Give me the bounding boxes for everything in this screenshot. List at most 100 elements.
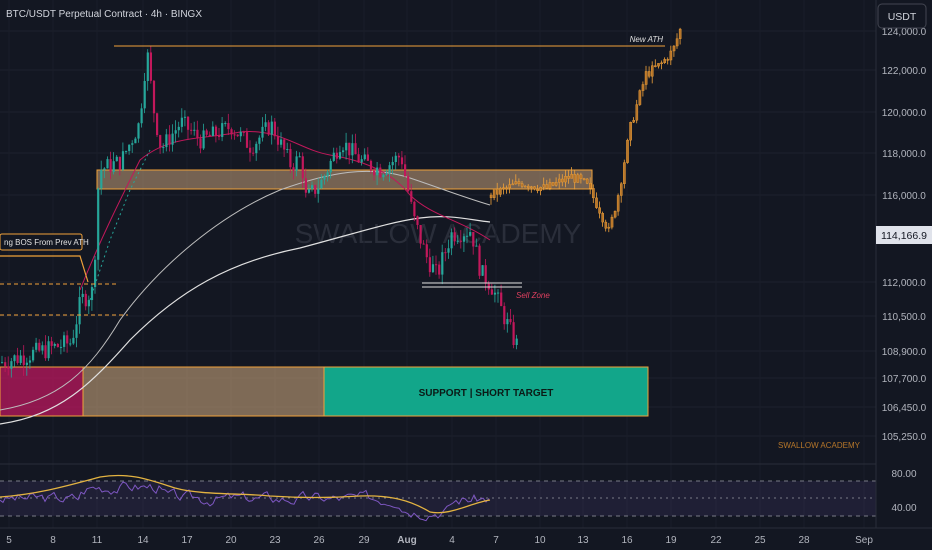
candle-body [444, 252, 447, 254]
candle-body [307, 189, 311, 193]
candle-body [239, 131, 242, 137]
candle-body [103, 168, 106, 170]
current-price-badge [876, 226, 932, 244]
candle-body [258, 137, 261, 144]
chart-pane[interactable] [0, 0, 876, 528]
candle-body [404, 164, 407, 177]
time-tick-label: 7 [493, 535, 499, 546]
projection-body [492, 188, 496, 198]
candle-body [369, 160, 373, 171]
projection-body [635, 104, 639, 121]
rsi-pane[interactable] [0, 474, 876, 522]
current-price-label: 114,166.9 [881, 230, 927, 242]
time-tick-label: 16 [621, 535, 633, 546]
price-tick-label: 108,900.0 [882, 347, 927, 358]
candle-body [363, 154, 366, 160]
candle-body [125, 151, 128, 153]
candle-body [338, 152, 342, 159]
candle-body [177, 126, 180, 131]
time-tick-label: Aug [397, 535, 416, 546]
projection-body [561, 178, 564, 183]
time-tick-label: 10 [534, 535, 546, 546]
candle-body [230, 129, 233, 135]
candle-body [171, 133, 174, 145]
candle-body [165, 134, 168, 148]
ma-green-dotted [89, 149, 151, 301]
time-axis[interactable]: 5 8 11 14 17 20 23 26 29 Aug 4 7 10 13 16 19 22 25 28 Sep [6, 535, 873, 546]
candle-body [320, 179, 323, 189]
projection-body [616, 195, 620, 212]
time-tick-label: 20 [225, 535, 237, 546]
projection-body [576, 174, 580, 183]
candle-body [466, 235, 469, 237]
projection-body [669, 50, 673, 61]
time-tick-label: 4 [449, 535, 455, 546]
candle-body [428, 257, 431, 273]
candle-body [242, 131, 245, 133]
sell-zone-label: Sell Zone [516, 291, 550, 300]
rsi-axis[interactable]: 80.00 40.00 [891, 469, 916, 514]
projection-body [520, 183, 524, 187]
time-tick-label: 25 [754, 535, 766, 546]
candle-body [422, 243, 425, 245]
candle-body [63, 335, 66, 347]
candle-body [131, 143, 134, 145]
candle-body [342, 150, 345, 153]
candle-body [128, 144, 131, 152]
candle-body [456, 240, 459, 242]
candle-body [109, 159, 112, 172]
time-tick-label: 5 [6, 535, 12, 546]
candle-body [413, 201, 416, 217]
support-short-target-box[interactable] [323, 366, 649, 417]
projection-body [570, 174, 573, 179]
candles [1, 46, 518, 378]
time-tick-label: 26 [313, 535, 325, 546]
projection-body [508, 184, 512, 189]
candle-body [252, 152, 255, 154]
candle-body [438, 264, 441, 275]
resistance-zone [96, 169, 593, 190]
projection-body [644, 71, 648, 85]
ma-grey-mid [0, 170, 491, 411]
candle-body [478, 245, 481, 276]
candle-body [183, 116, 187, 118]
candle-body [462, 236, 466, 242]
candle-body [431, 264, 435, 273]
currency-button[interactable] [877, 3, 927, 29]
candle-body [4, 362, 7, 367]
projection-body [663, 59, 666, 64]
candle-body [137, 123, 140, 139]
time-tick-label: 23 [269, 535, 281, 546]
candle-body [329, 160, 332, 173]
projection-body [623, 162, 626, 184]
currency-button-label: USDT [888, 11, 917, 23]
candle-body [84, 293, 87, 307]
candle-body [211, 126, 214, 137]
time-tick-label: 13 [577, 535, 589, 546]
price-tick-label: 106,450.0 [882, 403, 927, 414]
candle-body [1, 362, 4, 364]
chart-title: BTC/USDT Perpetual Contract · 4h · BINGX [6, 9, 202, 20]
projection-body [582, 178, 586, 180]
projection-body [595, 197, 598, 208]
candle-body [435, 264, 438, 266]
candle-body [459, 240, 462, 242]
candle-body [233, 134, 236, 136]
candle-body [13, 355, 16, 362]
candle-body [348, 142, 351, 156]
projection-body [613, 211, 617, 218]
annotations: New ATH ng BOS From Prev ATH Sell Zone [0, 35, 665, 316]
candle-body [7, 366, 10, 369]
new-ath-label: New ATH [630, 35, 664, 44]
rsi-tick-label: 40.00 [891, 503, 916, 514]
projection-body [523, 185, 527, 188]
projection-body [505, 187, 508, 189]
price-axis[interactable]: 124,000.0 122,000.0 120,000.0 118,000.0 116,… [882, 27, 927, 443]
projection-body [657, 63, 660, 67]
projection-body [514, 181, 518, 185]
candle-body [261, 126, 264, 138]
candle-body [366, 154, 369, 161]
candle-body [416, 216, 419, 225]
